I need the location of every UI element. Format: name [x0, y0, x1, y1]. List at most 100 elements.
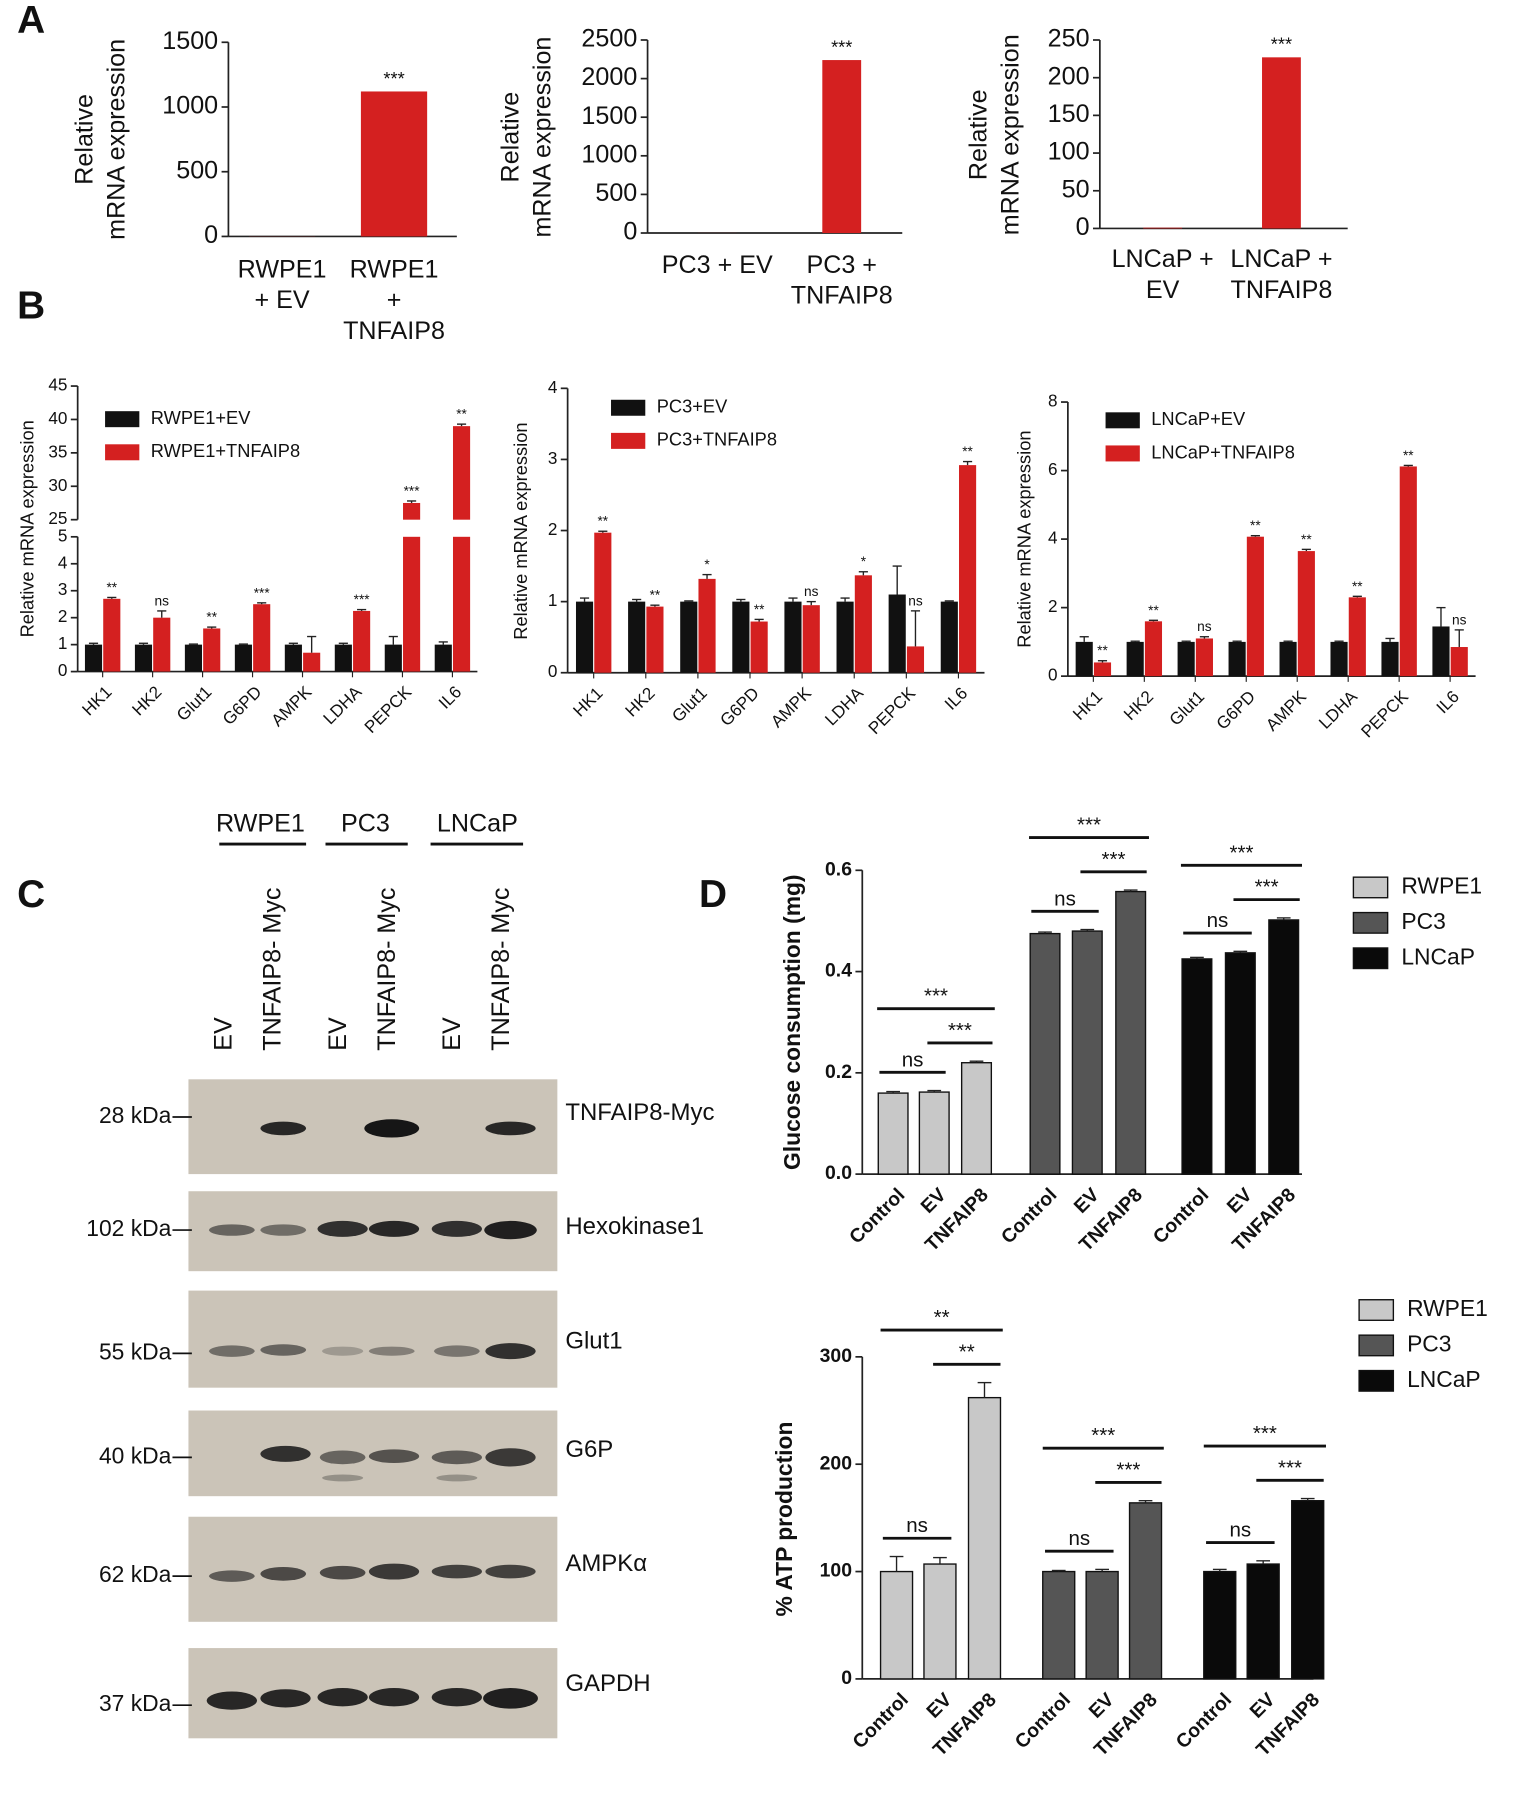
bar	[1399, 466, 1417, 677]
y-tick-label: 3	[548, 448, 558, 468]
bar	[836, 601, 854, 673]
y-tick-label: 250	[1048, 25, 1090, 53]
y-tick-label: 1000	[162, 92, 218, 120]
error-bar	[1301, 548, 1311, 552]
error-bar	[977, 1381, 992, 1398]
bar	[1093, 662, 1112, 677]
band	[206, 1691, 257, 1710]
bar	[1203, 1570, 1237, 1680]
bar	[879, 1570, 914, 1680]
bar	[628, 601, 646, 673]
band	[319, 1565, 366, 1580]
bar	[698, 578, 716, 673]
error-bar	[1051, 1569, 1066, 1572]
error-bar	[736, 598, 746, 602]
y-tick-label: 0.4	[825, 960, 852, 982]
bar	[854, 575, 872, 673]
error-bar	[388, 635, 398, 645]
y-axis-label: mRNA expression	[102, 39, 130, 240]
significance-label: *	[861, 554, 867, 569]
blot-group-label: RWPE1	[216, 809, 305, 837]
bar-segment	[452, 536, 471, 672]
x-tick-label: AMPK	[267, 681, 316, 730]
band	[436, 1474, 478, 1482]
error-bar	[1283, 640, 1293, 642]
x-tick-label: G6PD	[218, 682, 265, 729]
y-tick-label: 0.2	[825, 1061, 852, 1083]
significance-label: **	[650, 588, 661, 603]
error-bar	[188, 643, 199, 645]
x-tick-label: Glut1	[1165, 686, 1208, 729]
bar	[967, 1396, 1002, 1680]
bar	[184, 644, 203, 672]
blot-marker-label: 62 kDa	[99, 1561, 172, 1587]
bar	[1128, 1502, 1163, 1680]
blot-marker-label: 55 kDa	[99, 1338, 172, 1364]
error-bar	[684, 600, 694, 602]
error-bar	[840, 597, 850, 602]
band	[260, 1445, 311, 1462]
y-tick-label: 300	[820, 1345, 852, 1367]
blot-lane-label: EV	[324, 1017, 352, 1051]
x-tick-label: G6PD	[1212, 686, 1259, 733]
significance-label: **	[1403, 448, 1414, 463]
bar	[1144, 621, 1163, 677]
bar	[1071, 930, 1103, 1175]
legend-label: RWPE1+EV	[151, 407, 251, 428]
legend-swatch	[1358, 1299, 1395, 1321]
x-tick-label: Control	[849, 1689, 913, 1753]
bar	[234, 644, 252, 672]
bar	[877, 1092, 909, 1175]
legend-label: LNCaP+TNFAIP8	[1151, 441, 1295, 462]
y-tick-label: 500	[176, 156, 218, 184]
error-bar	[1148, 619, 1159, 622]
error-bar	[892, 565, 902, 595]
error-bar	[1095, 1568, 1109, 1572]
error-bar	[1123, 889, 1138, 892]
x-tick-label: Control	[845, 1184, 909, 1248]
legend-label: LNCaP	[1407, 1366, 1481, 1392]
blot-rows	[188, 1079, 558, 1739]
x-tick-label: HK1	[569, 683, 607, 721]
band	[431, 1564, 482, 1579]
error-bar	[788, 597, 798, 602]
y-tick-label: 100	[1048, 138, 1090, 166]
band	[485, 1343, 536, 1360]
y-axis-label: Relative mRNA expression	[16, 420, 37, 637]
bar	[1268, 919, 1300, 1175]
y-tick-label: 200	[1048, 62, 1090, 90]
band	[434, 1345, 480, 1357]
x-tick-label: EV	[1085, 1689, 1119, 1723]
error-bar	[1199, 636, 1209, 639]
significance-label: ***	[1253, 1422, 1277, 1445]
bar	[1450, 647, 1468, 677]
bar	[452, 426, 471, 672]
blot-marker-label: 28 kDa	[99, 1102, 172, 1128]
error-bar	[1181, 640, 1191, 642]
band	[485, 1564, 536, 1579]
error-bar	[456, 423, 467, 427]
y-tick-label: 2	[58, 606, 68, 626]
error-bar	[1097, 660, 1108, 663]
panel-label: B	[17, 285, 45, 328]
error-bar	[1436, 606, 1446, 627]
bar	[1085, 1570, 1119, 1680]
y-axis-label: mRNA expression	[528, 37, 556, 238]
error-bar	[1256, 1560, 1271, 1565]
error-bar	[107, 596, 117, 599]
x-tick-label: AMPK	[1262, 686, 1311, 735]
error-bar	[754, 618, 764, 622]
legend-swatch	[611, 432, 646, 449]
error-bar	[632, 598, 642, 602]
legend-swatch	[105, 411, 140, 428]
legend-label: LNCaP	[1401, 943, 1475, 969]
y-tick-label: 4	[1048, 528, 1058, 548]
error-bar	[1038, 931, 1052, 934]
error-bar	[1250, 534, 1260, 537]
significance-label: ***	[1116, 1458, 1140, 1481]
significance-label: **	[456, 407, 467, 422]
significance-label: **	[1250, 518, 1261, 533]
y-tick-label: 200	[820, 1452, 852, 1474]
legend-swatch	[611, 399, 646, 416]
